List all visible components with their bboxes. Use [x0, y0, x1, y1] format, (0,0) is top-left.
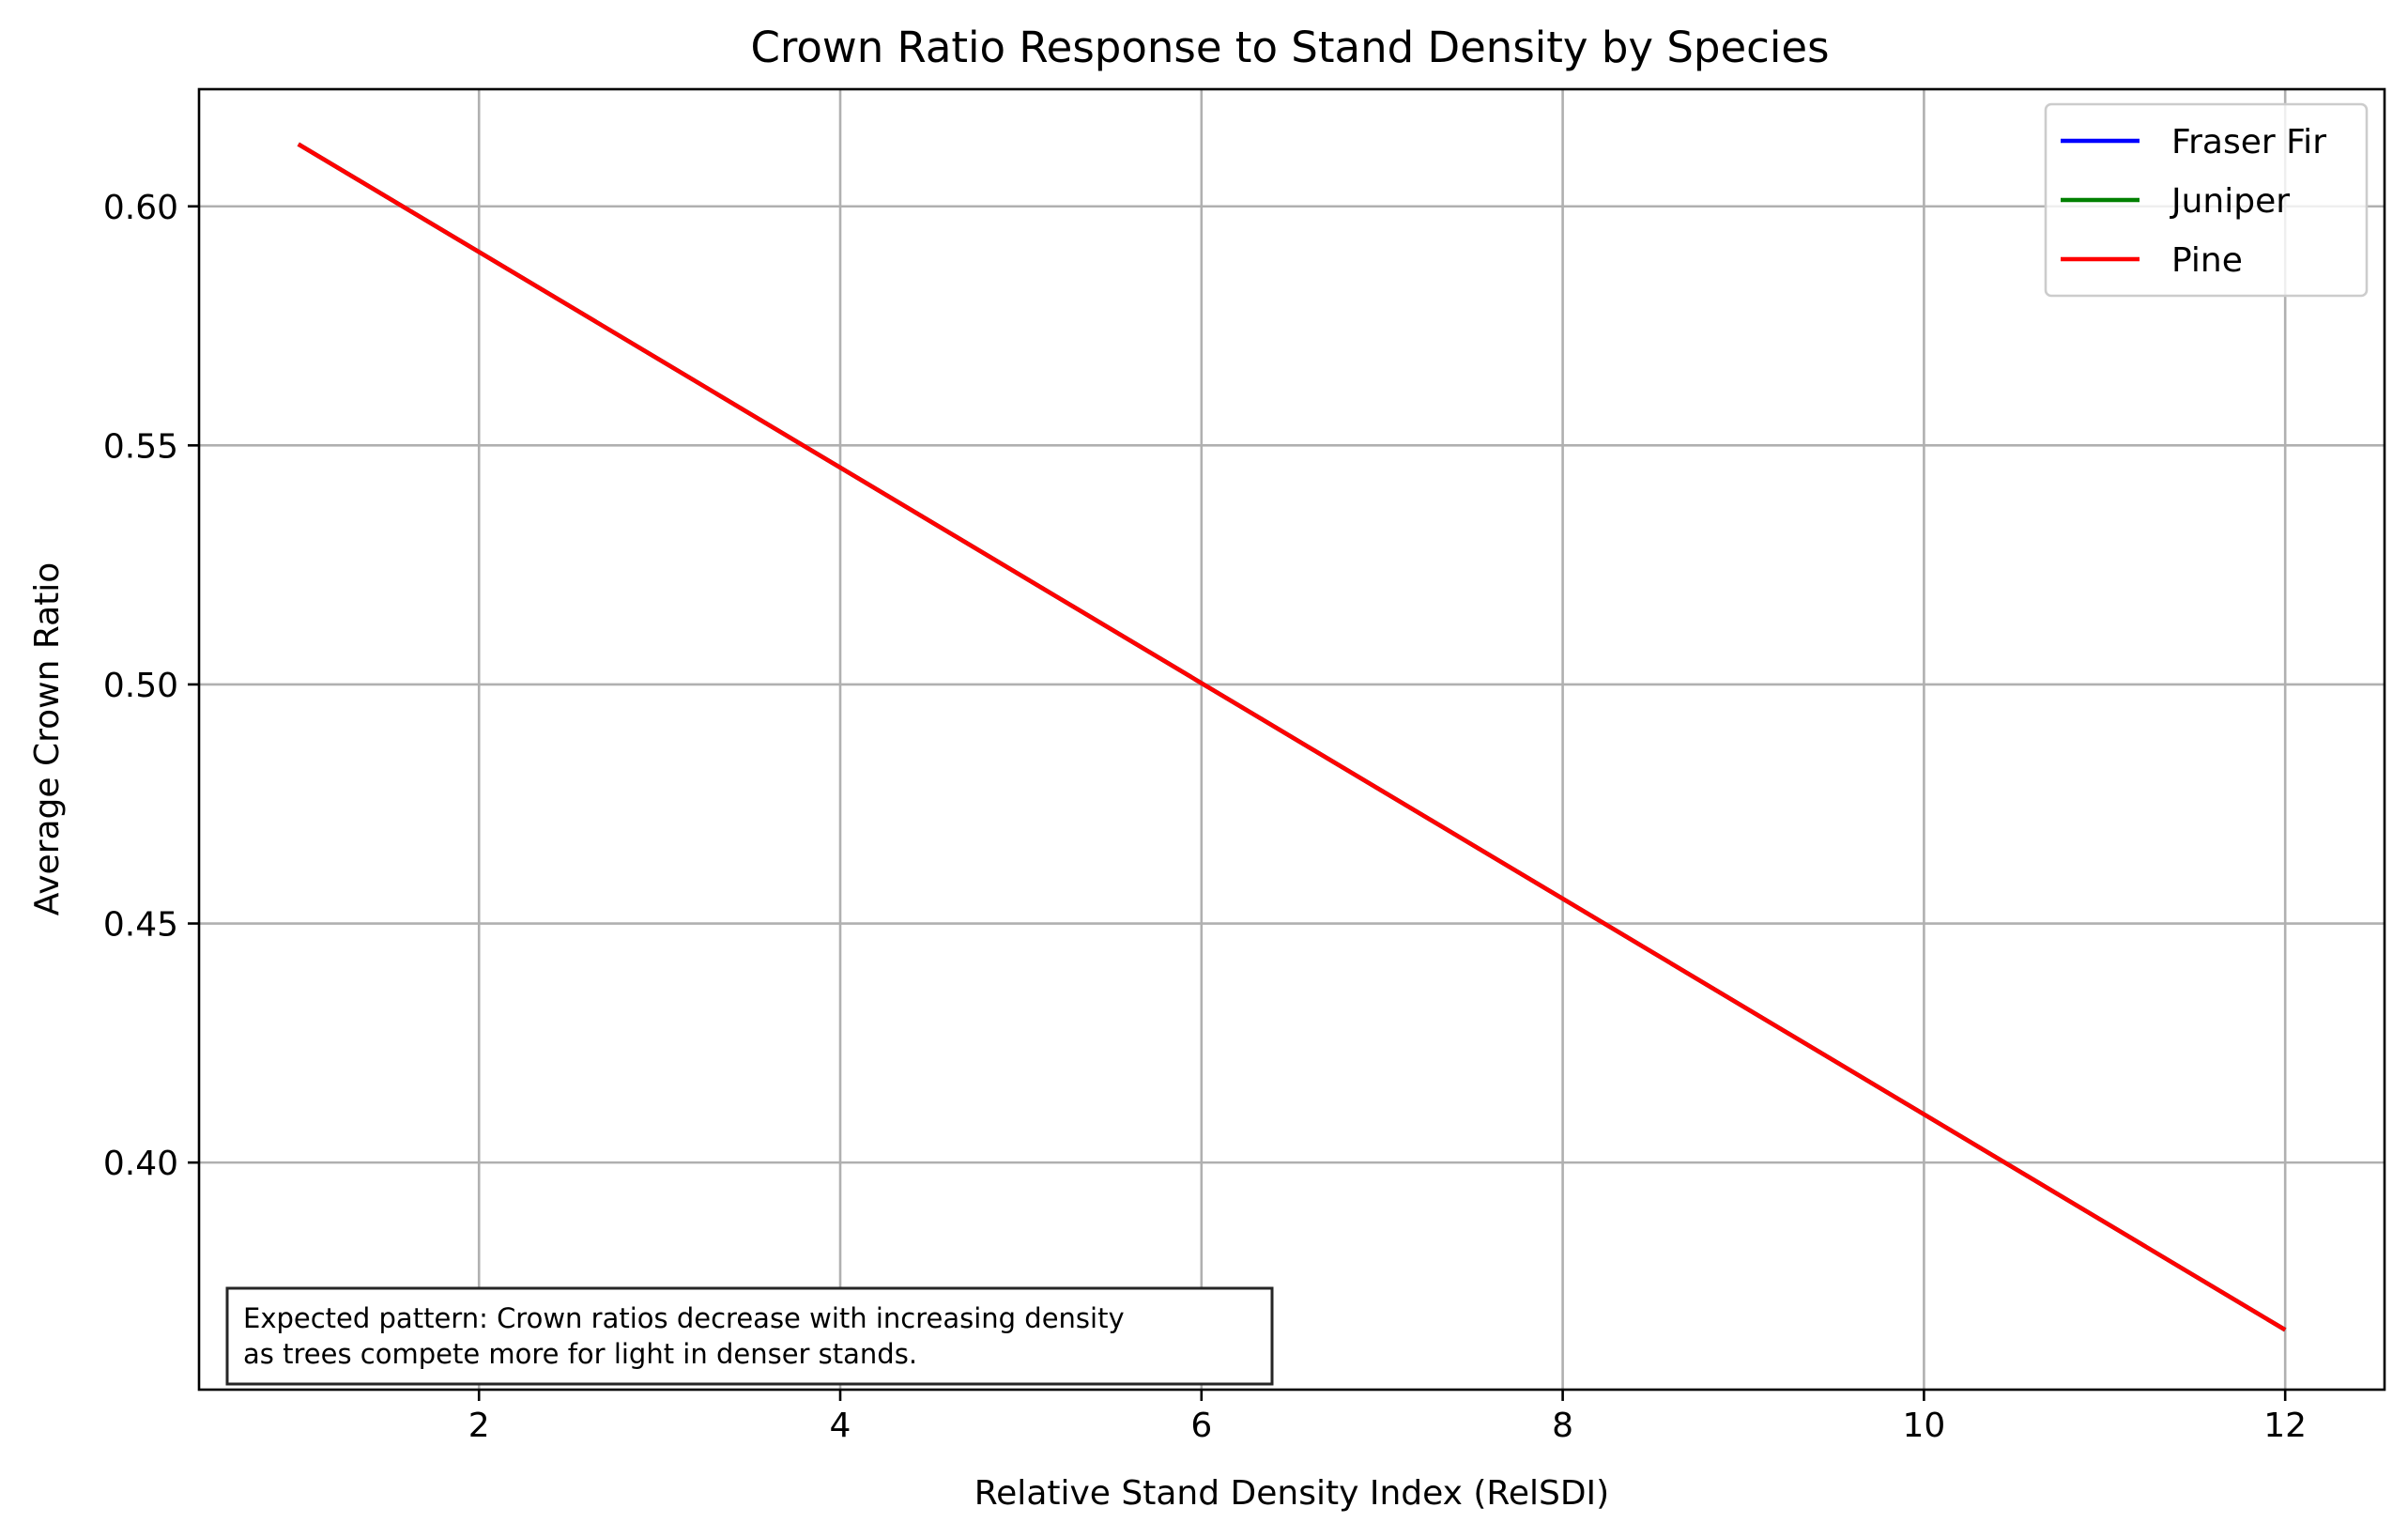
axis-ticks: 2 4 6 8 10 12 0.40 0.45 0.50 0.55 0.60	[103, 189, 2307, 1445]
legend-frame	[2044, 102, 2369, 298]
annotation-line-1: Expected pattern: Crown ratios decrease …	[243, 1302, 1125, 1334]
legend-entries: Fraser Fir Juniper Pine	[2061, 123, 2326, 280]
series-lines	[297, 142, 2287, 1332]
legend-label-fraser-fir: Fraser Fir	[2171, 123, 2326, 161]
chart-title: Crown Ratio Response to Stand Density by…	[750, 23, 1829, 72]
legend: Fraser Fir Juniper Pine	[2044, 102, 2369, 298]
plot-frame	[197, 87, 2386, 1392]
x-tick-label: 12	[2263, 1407, 2307, 1445]
y-tick-label: 0.40	[103, 1145, 178, 1183]
grid	[199, 89, 2385, 1390]
annotation-line-2: as trees compete more for light in dense…	[243, 1338, 917, 1370]
legend-label-juniper: Juniper	[2170, 182, 2290, 221]
x-tick-label: 6	[1190, 1407, 1212, 1445]
x-tick-label: 8	[1552, 1407, 1573, 1445]
y-tick-label: 0.45	[103, 906, 178, 945]
annotation-box: Expected pattern: Crown ratios decrease …	[225, 1286, 1274, 1386]
y-tick-label: 0.50	[103, 667, 178, 705]
x-tick-label: 4	[830, 1407, 851, 1445]
annotation-frame	[225, 1286, 1274, 1386]
x-axis-label: Relative Stand Density Index (RelSDI)	[974, 1474, 1609, 1513]
y-tick-label: 0.60	[103, 189, 178, 227]
y-axis-label: Average Crown Ratio	[28, 562, 67, 916]
legend-label-pine: Pine	[2171, 241, 2243, 280]
y-tick-label: 0.55	[103, 427, 178, 466]
x-tick-label: 10	[1902, 1407, 1945, 1445]
x-tick-label: 2	[468, 1407, 490, 1445]
series-line-pine	[297, 142, 2287, 1332]
